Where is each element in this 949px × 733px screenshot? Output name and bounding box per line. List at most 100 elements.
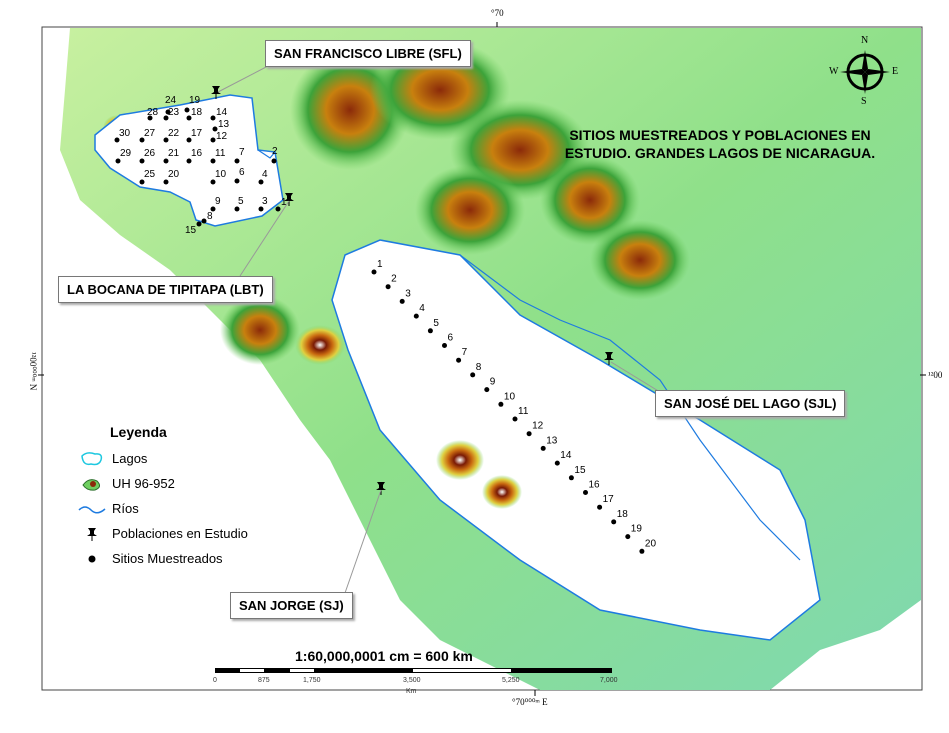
managua-site-label: 23 <box>168 107 180 118</box>
managua-site-dot <box>271 158 277 164</box>
managua-site-dot <box>196 221 202 227</box>
managua-site-dot <box>210 206 216 212</box>
nicaragua-site-label: 8 <box>476 362 482 373</box>
nicaragua-site-dot <box>526 431 532 437</box>
managua-site-label: 26 <box>144 148 156 159</box>
managua-site-label: 30 <box>119 128 131 139</box>
legend-title: Leyenda <box>110 424 167 440</box>
callout-sjl: SAN JOSÉ DEL LAGO (SJL) <box>655 390 846 417</box>
pushpin-icon <box>211 86 221 99</box>
nicaragua-site-dot <box>554 460 560 466</box>
nicaragua-site-dot <box>442 343 447 348</box>
managua-site-label: 27 <box>144 128 156 139</box>
coord-right: ¹²00 <box>928 370 943 380</box>
nicaragua-site-label: 20 <box>645 538 657 549</box>
managua-site-label: 2 <box>272 146 278 157</box>
pushpin-icon <box>604 352 614 365</box>
scale-tick: 3,500 <box>403 677 421 684</box>
nicaragua-site-dot <box>611 519 617 525</box>
compass-n: N <box>861 35 869 46</box>
legend-item-lakes: Lagos <box>72 446 292 471</box>
nicaragua-site-label: 6 <box>448 333 454 344</box>
nicaragua-site-dot <box>470 372 476 378</box>
island-volcano <box>482 475 522 509</box>
nicaragua-site-label: 11 <box>518 406 529 417</box>
highlands <box>103 40 690 390</box>
managua-site-label: 12 <box>216 131 228 142</box>
title-line-1: SITIOS MUESTREADOS Y POBLACIONES EN <box>569 127 871 143</box>
managua-site-dot <box>210 179 216 185</box>
compass-w: W <box>829 66 839 77</box>
lake-outline-icon <box>72 450 112 468</box>
legend-label: Ríos <box>112 501 139 516</box>
legend: Leyenda Lagos UH 96-952 Ríos Poblaciones… <box>72 424 292 571</box>
managua-site-dot <box>163 179 169 185</box>
nicaragua-site-label: 5 <box>433 318 439 329</box>
scale-bar <box>215 668 612 673</box>
managua-site-dot <box>163 158 169 164</box>
nicaragua-site-label: 19 <box>631 524 643 535</box>
scale-tick: 7,000 <box>600 677 618 684</box>
river <box>257 149 276 159</box>
nicaragua-site-label: 12 <box>532 421 544 432</box>
pushpin-icon <box>72 527 112 541</box>
managua-site-label: 5 <box>238 196 244 207</box>
managua-site-label: 7 <box>239 147 245 158</box>
nicaragua-site-dot <box>597 504 603 510</box>
scale-unit: Km <box>406 688 417 695</box>
nicaragua-site-label: 14 <box>560 450 572 461</box>
legend-label: Sitios Muestreados <box>112 551 223 566</box>
pushpin-icon <box>376 482 386 495</box>
managua-site-dot <box>147 115 153 121</box>
managua-site-label: 3 <box>262 196 268 207</box>
managua-site-dot <box>115 158 121 164</box>
managua-site-label: 25 <box>144 169 156 180</box>
managua-site-label: 29 <box>120 148 132 159</box>
managua-site-dot <box>210 115 216 121</box>
managua-site-label: 11 <box>215 148 226 159</box>
nicaragua-site-dot <box>639 548 645 554</box>
managua-site-label: 21 <box>168 148 180 159</box>
nicaragua-site-dot <box>456 357 462 363</box>
compass-e: E <box>892 66 899 77</box>
sample-sites: 1234567891011121314151617181920212223242… <box>114 95 657 554</box>
nicaragua-site-label: 2 <box>391 274 397 285</box>
managua-site-label: 13 <box>218 119 230 130</box>
managua-site-dot <box>184 107 190 113</box>
nicaragua-site-label: 17 <box>603 494 615 505</box>
nicaragua-site-label: 10 <box>504 391 516 402</box>
legend-label: Lagos <box>112 451 148 466</box>
managua-site-dot <box>139 158 145 164</box>
coord-bottom: °70⁰⁰⁰ᵐ E <box>512 697 548 707</box>
managua-site-dot <box>275 206 281 212</box>
callout-sj: SAN JORGE (SJ) <box>230 592 353 619</box>
managua-site-dot <box>258 179 264 185</box>
managua-site-dot <box>258 206 264 212</box>
island-volcano <box>436 440 484 480</box>
managua-site-label: 4 <box>262 169 268 180</box>
managua-site-label: 6 <box>239 167 245 178</box>
pushpin-icon <box>284 193 294 206</box>
nicaragua-site-dot <box>399 298 405 304</box>
managua-site-label: 18 <box>191 107 203 118</box>
managua-site-dot <box>234 158 240 164</box>
legend-label: Poblaciones en Estudio <box>112 526 248 541</box>
managua-site-dot <box>186 137 192 143</box>
nicaragua-site-dot <box>625 534 631 540</box>
managua-site-label: 10 <box>215 169 227 180</box>
managua-site-label: 15 <box>185 225 197 236</box>
legend-label: UH 96-952 <box>112 476 175 491</box>
dot-icon <box>72 554 112 564</box>
managua-site-label: 17 <box>191 128 203 139</box>
managua-site-label: 20 <box>168 169 180 180</box>
title-line-2: ESTUDIO. GRANDES LAGOS DE NICARAGUA. <box>564 145 876 161</box>
coord-left: ¹²00⁰⁰⁰ᵐ N <box>28 352 38 391</box>
nicaragua-site-dot <box>371 269 377 275</box>
managua-site-label: 8 <box>207 211 213 222</box>
callout-sfl: SAN FRANCISCO LIBRE (SFL) <box>265 40 471 67</box>
legend-item-sites: Sitios Muestreados <box>72 546 292 571</box>
managua-site-label: 19 <box>189 95 201 106</box>
nicaragua-site-label: 1 <box>377 259 383 270</box>
terrain-swatch-icon <box>72 475 112 493</box>
